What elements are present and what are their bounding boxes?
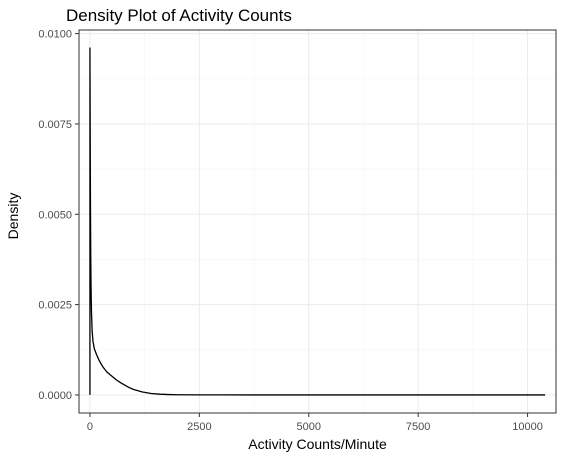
axis-ticks (75, 33, 529, 417)
panel-background (79, 30, 556, 413)
grid (79, 30, 556, 413)
x-axis-title: Activity Counts/Minute (248, 436, 387, 452)
x-tick-label: 0 (87, 421, 93, 433)
x-tick-label: 5000 (297, 421, 321, 433)
tick-labels: 0 2500 5000 7500 10000 0.0000 0.0025 0.0050 0.00… (38, 29, 543, 433)
y-tick-label: 0.0075 (38, 119, 72, 131)
y-tick-label: 0.0050 (38, 209, 72, 221)
y-tick-label: 0.0025 (38, 300, 72, 312)
panel-border (78, 29, 557, 414)
x-tick-label: 10000 (512, 421, 543, 433)
x-tick-label: 7500 (406, 421, 430, 433)
x-tick-label: 2500 (187, 421, 211, 433)
y-tick-label: 0.0000 (38, 390, 72, 402)
density-line (89, 47, 546, 396)
y-tick-label: 0.0100 (38, 29, 72, 41)
chart-title: Density Plot of Activity Counts (66, 6, 292, 25)
y-axis-title: Density (5, 193, 21, 240)
